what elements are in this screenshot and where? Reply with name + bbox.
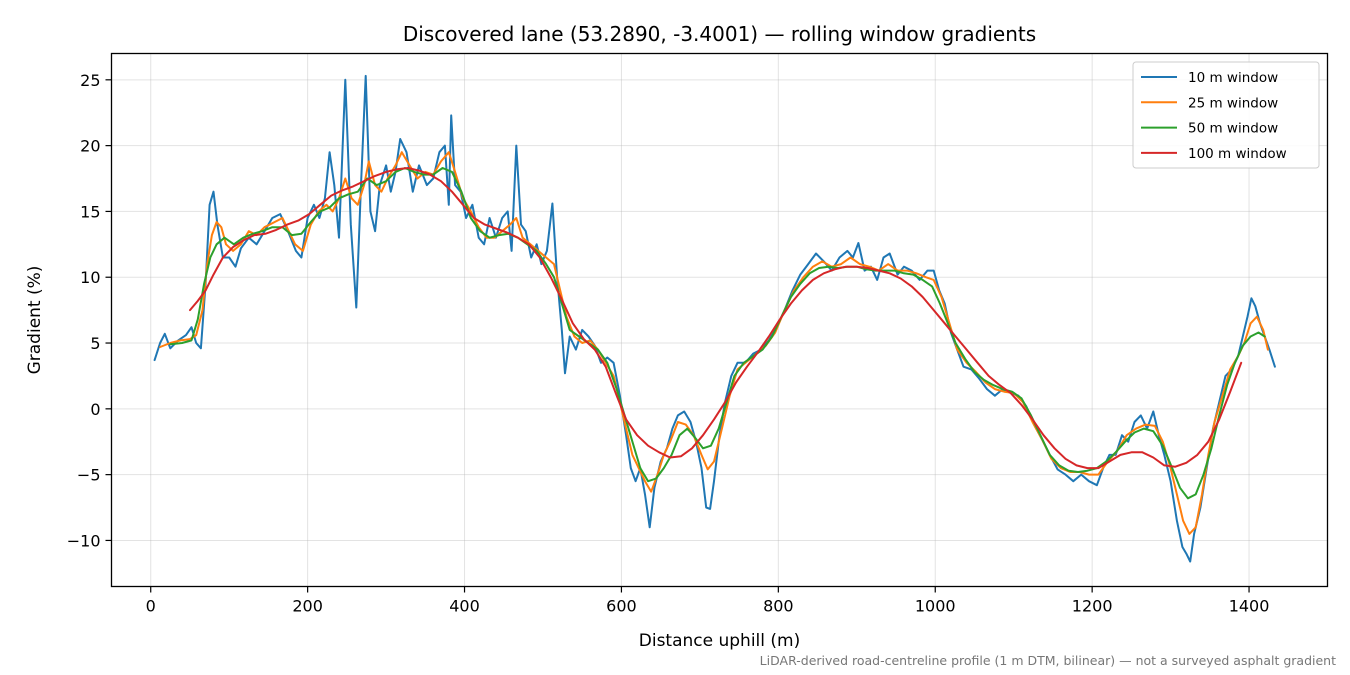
y-tick-label: 20 [80,137,100,156]
y-axis-ticks: −10 −5 0 5 10 15 20 25 [67,71,112,550]
legend-box [1132,61,1320,169]
series-line-4 [189,167,1243,470]
legend-label-4: 100 m window [1188,146,1287,162]
series-line-3 [169,167,1266,500]
footnote: LiDAR-derived road-centreline profile (1… [760,653,1336,668]
gridlines [111,53,1328,587]
plot-frame [110,52,1329,588]
y-tick-label: 15 [80,202,100,221]
y-tick-label: 25 [80,71,100,90]
y-tick-label: 5 [90,334,100,353]
x-tick-label: 200 [292,597,323,616]
legend-label-1: 10 m window [1188,70,1278,86]
x-tick-label: 600 [606,597,637,616]
y-tick-label: −10 [67,531,101,550]
x-tick-label: 0 [146,597,156,616]
y-axis-label: Gradient (%) [25,266,45,375]
y-tick-label: 10 [80,268,100,287]
series-lines [153,74,1276,563]
series-line-1 [153,74,1276,563]
x-axis-ticks: 0 200 400 600 800 1000 1200 1400 [146,586,1270,616]
legend-label-3: 50 m window [1188,121,1278,137]
x-tick-label: 1400 [1229,597,1270,616]
series-line-2 [159,151,1269,535]
legend-label-2: 25 m window [1188,95,1278,111]
y-tick-label: 0 [90,400,100,419]
legend-items: 10 m window 25 m window 50 m window 100 m w… [1141,70,1287,162]
chart-title: Discovered lane (53.2890, -3.4001) — rol… [403,22,1036,46]
x-axis-label: Distance uphill (m) [639,631,800,651]
y-tick-label: −5 [77,466,101,485]
x-tick-label: 1200 [1072,597,1113,616]
legend: 10 m window 25 m window 50 m window 100 m w… [1132,61,1320,169]
x-tick-label: 400 [449,597,480,616]
x-tick-label: 1000 [915,597,956,616]
x-tick-label: 800 [763,597,794,616]
